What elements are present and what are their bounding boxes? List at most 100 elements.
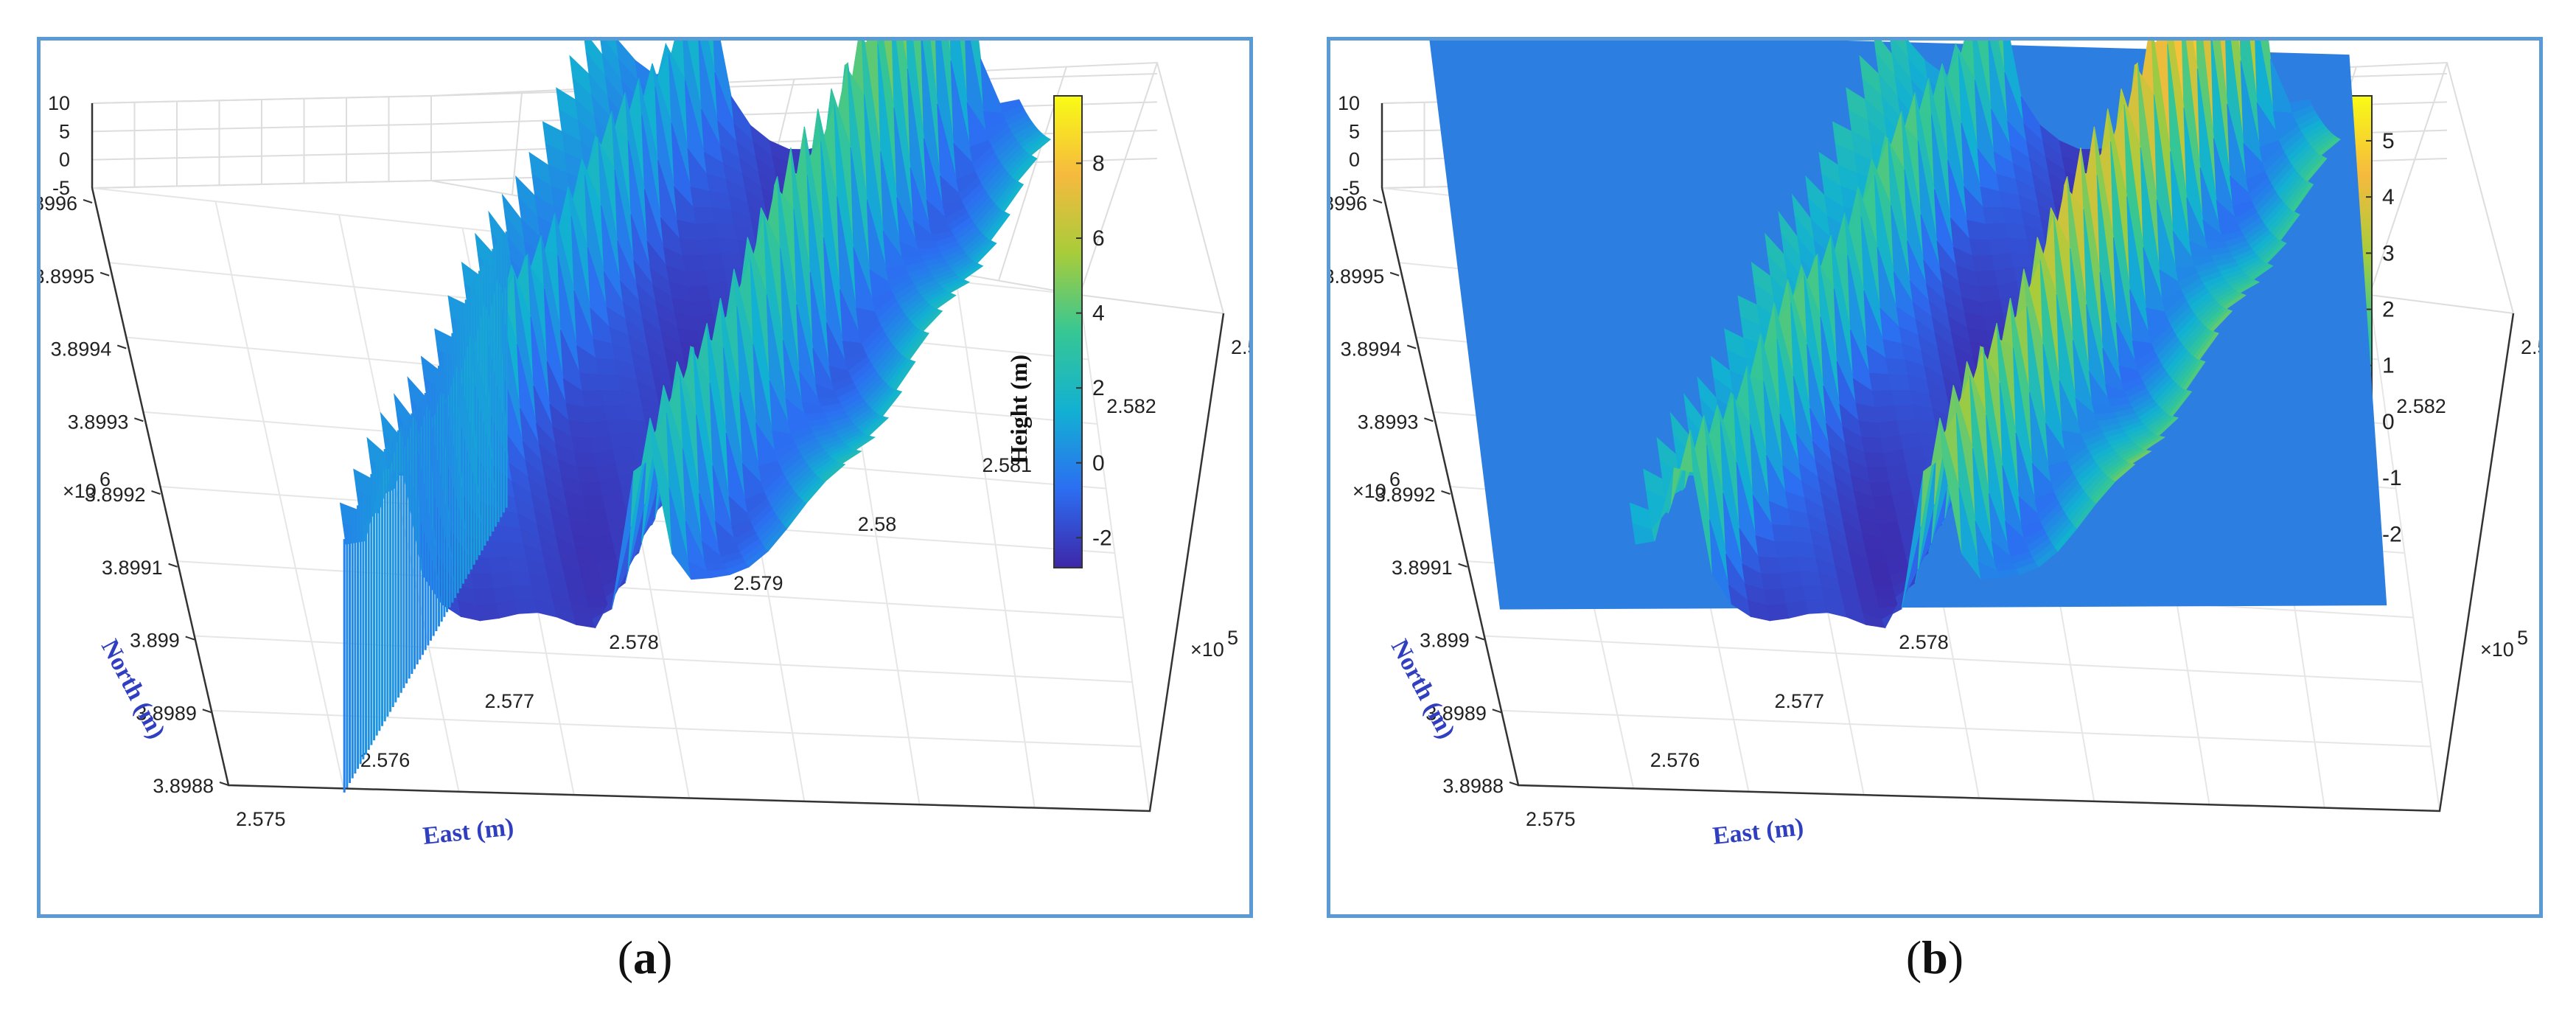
x-axis-label: East (m)	[422, 813, 515, 850]
y-tick-label: 3.8991	[102, 557, 163, 579]
surface-cell	[2128, 450, 2152, 464]
x-tick-label: 2.578	[1899, 631, 1949, 653]
surface-cell	[932, 293, 957, 310]
surface-cell	[474, 588, 498, 606]
y-tick-mark	[100, 271, 110, 276]
surface-cell	[1786, 599, 1809, 619]
surface-cell	[576, 467, 601, 484]
y-tick-label: 3.8993	[68, 411, 129, 433]
surface-cell	[960, 264, 984, 280]
z-tick-label: 5	[1349, 120, 1360, 142]
surface-cell	[1774, 540, 1798, 559]
colorbar-tick-label: 1	[2382, 354, 2395, 378]
surface-cell	[2277, 212, 2300, 241]
y-tick-label: 3.8993	[1358, 411, 1419, 433]
surface-cell	[1870, 572, 1893, 587]
y-tick-label: 3.8989	[136, 702, 197, 724]
y-tick-label: 3.8994	[51, 338, 112, 361]
grid-line	[2369, 62, 2448, 296]
surface-cell	[1796, 556, 1820, 574]
grid-line	[91, 95, 432, 104]
surface-cell	[1771, 524, 1795, 543]
y-exponent-label: ×10	[63, 480, 97, 502]
surface-cell	[2209, 310, 2233, 332]
surface-cell	[2182, 360, 2206, 391]
y-tick-label: 3.8992	[1375, 484, 1436, 506]
surface-cell	[688, 285, 711, 303]
surface-cell	[1888, 374, 1912, 392]
colorbar-tick-label: 2	[1092, 376, 1105, 400]
y-tick-label: 3.8988	[1442, 775, 1504, 797]
y-tick-label: 3.8995	[1330, 265, 1384, 288]
grid-line	[430, 101, 1158, 125]
surface-cell	[509, 571, 533, 587]
surface-cell	[720, 252, 744, 268]
surface-cell	[1793, 540, 1817, 560]
z-tick-label: -5	[1342, 177, 1360, 199]
surface-cell	[579, 481, 604, 498]
y-tick-mark	[1389, 271, 1400, 276]
surface-cell	[512, 585, 536, 601]
surface-cell	[919, 310, 943, 332]
surface-cell	[893, 360, 916, 391]
surface-cell	[598, 374, 622, 392]
surface-cell	[822, 463, 846, 482]
surface-cell	[1858, 420, 1882, 439]
grid-line	[91, 180, 432, 189]
surface-plot-a: -5 0 5 10 3.8988 3.8989 3.899 3.8991 3.8992 3.899…	[41, 41, 1249, 850]
x-tick-label: 2.582	[2396, 395, 2446, 417]
surface-cell	[682, 255, 705, 273]
y-tick-mark	[202, 709, 212, 714]
z-tick-label: 10	[1338, 92, 1360, 114]
surface-cell	[2010, 252, 2034, 268]
surface-cell	[2304, 156, 2328, 182]
surface-cell	[1989, 237, 2012, 257]
surface-cell	[579, 372, 603, 392]
surface-cell	[1802, 585, 1826, 601]
surface-cell	[604, 404, 627, 422]
z-tick-label: 0	[59, 149, 70, 171]
z-tick-label: 0	[1349, 149, 1360, 171]
surface-cell	[568, 420, 592, 439]
surface-cell	[1799, 571, 1823, 587]
surface-cell	[1978, 285, 2001, 303]
surface	[1429, 41, 2387, 629]
surface-cell	[699, 237, 722, 257]
surface-cell	[865, 417, 890, 436]
x-tick-label: 2.582	[1106, 395, 1156, 417]
colorbar-tick-label: 3	[2382, 241, 2395, 265]
surface-cell	[2112, 463, 2136, 482]
y-tick-label: 3.8992	[85, 484, 146, 506]
surface-cell	[515, 599, 539, 614]
surface-cell	[574, 452, 598, 469]
surface-cell	[1893, 404, 1917, 422]
surface-cell	[696, 223, 719, 241]
caption-a: (a)	[617, 931, 673, 984]
surface-cell	[2196, 332, 2219, 361]
y-tick-mark	[219, 782, 229, 786]
y-tick-mark	[168, 563, 178, 568]
colorbar-tick-label: 0	[2382, 410, 2395, 434]
surface-cell	[582, 390, 605, 408]
surface-cell	[1864, 452, 1888, 469]
surface-cell	[471, 573, 495, 591]
y-exponent-power: 6	[100, 468, 111, 490]
surface-cell	[584, 405, 608, 424]
y-tick-label: 3.8989	[1425, 702, 1487, 724]
surface-cell	[1805, 599, 1829, 614]
surface-cell	[1869, 481, 1893, 498]
surface-cell	[1761, 573, 1784, 591]
colorbar-tick-label: 0	[1092, 451, 1105, 476]
surface-cell	[838, 450, 862, 464]
y-tick-label: 3.899	[1420, 630, 1470, 652]
surface-cell	[2005, 223, 2028, 240]
x-tick-label: 2.583	[2521, 336, 2539, 358]
surface-cell	[583, 585, 607, 598]
axis-edge	[1381, 187, 2515, 813]
y-tick-mark	[151, 490, 161, 495]
y-tick-mark	[1509, 782, 1519, 786]
surface-cell	[1969, 239, 1993, 257]
surface-cell	[487, 556, 511, 574]
grid-line	[430, 73, 1158, 97]
surface-cell	[718, 237, 741, 254]
